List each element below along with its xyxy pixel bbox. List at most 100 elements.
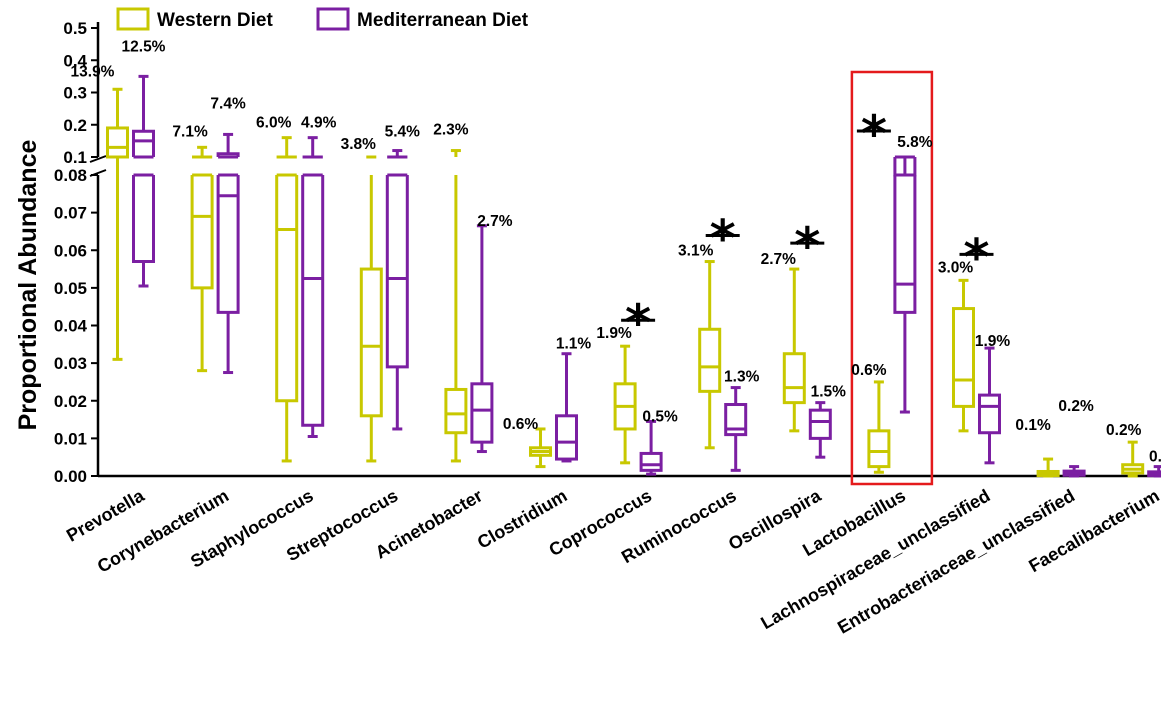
y-tick-label: 0.08 bbox=[54, 166, 87, 185]
box-western-diet-ruminococcus bbox=[698, 260, 722, 450]
box-western-diet-streptococcus bbox=[359, 155, 383, 463]
mean-label: 0.1% bbox=[1149, 449, 1161, 466]
y-tick-label: 0.07 bbox=[54, 204, 87, 223]
significance-marker: * bbox=[790, 217, 825, 275]
box-body bbox=[978, 393, 1001, 435]
mean-label: 1.1% bbox=[556, 336, 592, 353]
mean-label: 3.8% bbox=[341, 136, 377, 153]
box-mediterranean-diet-staphylococcus bbox=[301, 136, 325, 438]
mean-label: 0.2% bbox=[1106, 422, 1142, 439]
box-body bbox=[782, 352, 806, 405]
mean-label: 2.3% bbox=[433, 122, 469, 139]
legend: Western Diet Mediterranean Diet bbox=[116, 7, 529, 31]
box-body bbox=[190, 175, 214, 290]
x-tick-spacer bbox=[303, 478, 307, 485]
box-mediterranean-diet-streptococcus bbox=[385, 149, 409, 431]
significance-marker: * bbox=[621, 294, 656, 352]
significance-star: * bbox=[710, 210, 736, 268]
significance-marker: * bbox=[856, 105, 891, 163]
y-tick-label: 0.04 bbox=[54, 317, 88, 336]
y-tick-label: 0.06 bbox=[54, 241, 87, 260]
box-western-diet-acinetobacter bbox=[444, 149, 468, 463]
mean-label: 13.9% bbox=[71, 63, 115, 80]
legend-entry: Mediterranean Diet bbox=[316, 7, 529, 31]
mean-label: 6.0% bbox=[256, 115, 292, 132]
x-tick-spacer bbox=[810, 478, 814, 485]
highlight-box bbox=[850, 70, 934, 486]
box-mediterranean-diet-ruminococcus bbox=[724, 386, 748, 472]
y-tick-label: 0.1 bbox=[63, 148, 87, 167]
box-body bbox=[359, 267, 383, 418]
mean-label: 2.7% bbox=[761, 251, 797, 268]
box-western-diet-corynebacterium bbox=[190, 145, 214, 373]
mean-label: 2.7% bbox=[477, 213, 513, 230]
legend-entry: Western Diet bbox=[116, 7, 273, 31]
legend-label: Mediterranean Diet bbox=[357, 10, 529, 31]
box-body bbox=[106, 126, 129, 159]
y-tick-label: 0.00 bbox=[54, 467, 87, 486]
significance-star: * bbox=[625, 294, 651, 352]
x-tick-spacer bbox=[387, 478, 391, 485]
y-tick-label: 0.02 bbox=[54, 392, 87, 411]
significance-star: * bbox=[963, 228, 989, 286]
x-tick-spacer bbox=[472, 478, 476, 485]
box-body bbox=[952, 307, 975, 408]
box-western-diet-prevotella bbox=[106, 87, 129, 361]
mean-label: 0.6% bbox=[851, 362, 887, 379]
significance-marker: * bbox=[959, 228, 994, 286]
box-mediterranean-diet-lachnospiraceae-unclassified bbox=[978, 346, 1001, 465]
box-body bbox=[444, 387, 468, 435]
box-body bbox=[555, 414, 578, 461]
mean-label: 0.5% bbox=[642, 408, 678, 425]
box-body bbox=[216, 152, 240, 157]
mean-label: 7.4% bbox=[210, 95, 246, 112]
x-tick-spacer bbox=[641, 478, 645, 485]
mean-label: 0.6% bbox=[503, 416, 539, 433]
x-tick-spacer bbox=[218, 478, 222, 485]
box-western-diet-lactobacillus bbox=[867, 380, 891, 474]
box-mediterranean-diet-clostridium bbox=[555, 352, 578, 463]
mean-label: 5.4% bbox=[385, 124, 421, 141]
box-body bbox=[301, 175, 325, 427]
box-body bbox=[132, 175, 155, 264]
x-tick-spacer bbox=[726, 478, 730, 485]
y-axis: 0.00 0.01 0.02 0.03 0.04 0.05 0.06 0.07 0.080.1 0… bbox=[54, 19, 1161, 486]
y-tick-label: 0.03 bbox=[54, 354, 87, 373]
box-body bbox=[385, 175, 409, 369]
box-mediterranean-diet-entrobacteriaceae-unclassified bbox=[1062, 465, 1086, 478]
mean-label: 3.1% bbox=[678, 243, 714, 260]
mean-label: 7.1% bbox=[172, 123, 208, 140]
boxes-group bbox=[106, 74, 1161, 478]
x-tick-spacer bbox=[1064, 478, 1068, 485]
legend-swatch bbox=[316, 7, 350, 31]
box-western-diet-clostridium bbox=[529, 427, 552, 469]
significance-star: * bbox=[794, 217, 820, 275]
box-mediterranean-diet-lactobacillus bbox=[893, 155, 917, 414]
significance-star: * bbox=[861, 105, 887, 163]
labels-group: 13.9% 7.1% 6.0% 3.8% 2.3% 0.6% 1.9% 3.1% 2.7% 0.6… bbox=[71, 38, 1161, 465]
box-mediterranean-diet-acinetobacter bbox=[470, 224, 494, 454]
box-body bbox=[698, 327, 722, 393]
box-body bbox=[132, 129, 155, 157]
mean-label: 1.9% bbox=[975, 333, 1011, 350]
box-body bbox=[216, 175, 240, 314]
box-body bbox=[893, 175, 917, 314]
box-mediterranean-diet-prevotella bbox=[132, 74, 155, 288]
box-mediterranean-diet-corynebacterium bbox=[216, 132, 240, 375]
box-body bbox=[724, 403, 748, 437]
mean-label: 0.2% bbox=[1058, 398, 1094, 415]
box-body bbox=[867, 429, 891, 469]
mean-label: 4.9% bbox=[301, 115, 337, 132]
y-tick-label: 0.05 bbox=[54, 279, 87, 298]
box-body bbox=[808, 408, 832, 440]
box-body bbox=[275, 175, 299, 403]
box-western-diet-lachnospiraceae-unclassified bbox=[952, 278, 975, 433]
y-axis-label: Proportional Abundance bbox=[14, 140, 42, 431]
x-tick-group: Faecalibacterium bbox=[1025, 478, 1161, 576]
box-mediterranean-diet-oscillospira bbox=[808, 401, 832, 459]
x-tick-spacer bbox=[1149, 478, 1153, 485]
box-western-diet-faecalibacterium bbox=[1121, 440, 1145, 478]
box-body bbox=[470, 382, 494, 444]
box-western-diet-entrobacteriaceae-unclassified bbox=[1036, 457, 1060, 478]
y-axis-break-mark bbox=[89, 155, 107, 163]
